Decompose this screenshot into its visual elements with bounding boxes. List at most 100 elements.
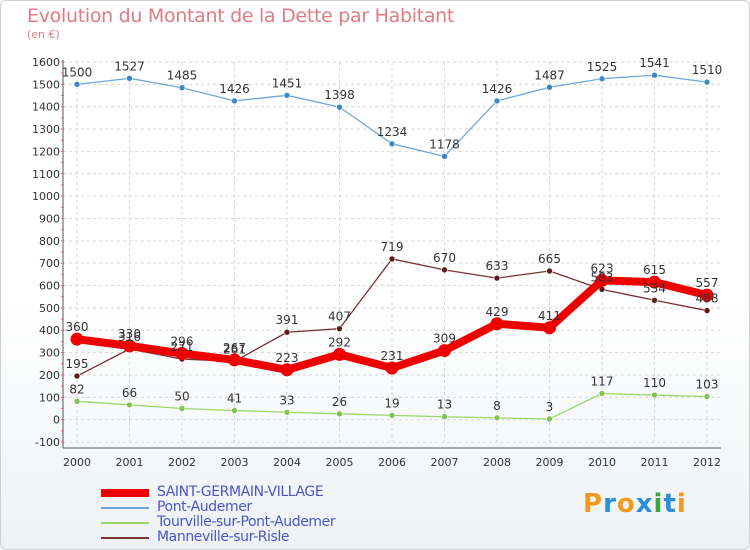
data-label: 1527 — [114, 59, 145, 73]
data-label: 103 — [696, 378, 719, 392]
data-label: 1178 — [429, 137, 460, 151]
legend-item-pont-audemer[interactable]: Pont-Audemer — [101, 499, 401, 515]
data-label: 1541 — [639, 56, 670, 70]
data-point-saint-germain-village — [228, 353, 241, 367]
data-label: 623 — [591, 261, 614, 275]
legend-label: Manneville-sur-Risle — [157, 529, 290, 545]
data-label: 391 — [276, 313, 299, 327]
data-label: 271 — [171, 340, 194, 354]
data-point-saint-germain-village — [175, 346, 189, 360]
data-point-saint-germain-village — [70, 332, 84, 346]
data-label: 1451 — [272, 76, 303, 90]
data-point-manneville-sur-risle — [546, 267, 553, 275]
legend-swatch-manneville — [101, 537, 149, 539]
data-label: 117 — [591, 374, 614, 388]
data-label: 1485 — [167, 69, 198, 83]
data-label: 615 — [643, 263, 666, 277]
data-point-tourville-sur-pont-audemer — [336, 410, 343, 418]
x-tick-label: 2010 — [588, 456, 616, 469]
y-tick-label: 700 — [39, 257, 60, 270]
y-tick-label: -100 — [35, 436, 60, 449]
data-point-pont-audemer — [178, 84, 186, 92]
data-point-saint-germain-village — [280, 363, 294, 377]
data-label: 292 — [328, 335, 351, 349]
y-tick-label: 1100 — [32, 168, 60, 181]
data-point-manneville-sur-risle — [493, 274, 501, 282]
x-tick-label: 2011 — [641, 456, 669, 469]
logo-letter: r — [603, 489, 617, 519]
data-point-pont-audemer — [231, 97, 238, 105]
data-label: 261 — [223, 342, 246, 356]
x-tick-label: 2003 — [221, 456, 249, 469]
data-point-tourville-sur-pont-audemer — [651, 391, 658, 399]
data-point-pont-audemer — [283, 92, 291, 99]
y-tick-label: 400 — [39, 324, 60, 337]
logo-letter: i — [676, 489, 687, 519]
logo-letter: o — [616, 489, 636, 519]
data-label: 488 — [696, 292, 719, 306]
data-point-manneville-sur-risle — [651, 296, 658, 304]
data-label: 407 — [328, 310, 351, 324]
data-point-saint-germain-village — [385, 361, 399, 375]
legend-label: SAINT-GERMAIN-VILLAGE — [157, 484, 324, 500]
proxiti-logo: Proxiti — [583, 489, 687, 519]
data-label: 583 — [591, 270, 614, 284]
y-tick-label: 600 — [39, 280, 60, 293]
data-point-tourville-sur-pont-audemer — [493, 414, 501, 422]
x-tick-label: 2001 — [116, 456, 144, 469]
logo-letter: t — [663, 489, 677, 519]
legend: SAINT-GERMAIN-VILLAGE Pont-Audemer Tourv… — [101, 484, 401, 545]
logo-letter: i — [653, 489, 664, 519]
logo-letter: x — [635, 489, 654, 519]
data-label: 50 — [174, 389, 189, 403]
data-label: 330 — [118, 327, 141, 341]
data-label: 1525 — [587, 60, 618, 74]
legend-item-saint-germain-village[interactable]: SAINT-GERMAIN-VILLAGE — [101, 484, 401, 500]
data-label: 110 — [643, 376, 666, 390]
y-tick-label: 300 — [39, 347, 60, 360]
data-label: 66 — [122, 386, 137, 400]
data-point-saint-germain-village — [543, 321, 556, 335]
data-label: 360 — [66, 320, 89, 334]
data-label: 231 — [381, 349, 404, 363]
data-label: 3 — [546, 400, 554, 414]
data-label: 557 — [696, 276, 719, 290]
data-label: 296 — [171, 334, 194, 348]
data-point-tourville-sur-pont-audemer — [388, 412, 396, 419]
data-point-manneville-sur-risle — [73, 372, 81, 380]
data-label: 195 — [66, 357, 89, 371]
data-point-tourville-sur-pont-audemer — [231, 407, 238, 414]
data-point-pont-audemer — [598, 75, 606, 83]
y-tick-label: 1400 — [32, 101, 60, 114]
x-tick-label: 2004 — [273, 456, 301, 469]
data-label: 719 — [381, 240, 404, 254]
data-point-saint-germain-village — [333, 347, 346, 361]
data-label: 33 — [279, 393, 294, 407]
legend-item-manneville-sur-risle[interactable]: Manneville-sur-Risle — [101, 529, 401, 545]
data-label: 223 — [276, 351, 299, 365]
legend-swatch-pont-audemer — [101, 507, 149, 509]
legend-item-tourville-sur-pont-audemer[interactable]: Tourville-sur-Pont-Audemer — [101, 514, 401, 530]
x-tick-label: 2008 — [483, 456, 511, 469]
x-tick-label: 2000 — [63, 456, 91, 469]
data-point-pont-audemer — [441, 153, 448, 160]
y-tick-label: 1000 — [32, 190, 60, 203]
logo-letter: P — [583, 489, 604, 519]
data-point-saint-germain-village — [648, 275, 661, 289]
data-label: 1234 — [377, 125, 408, 139]
y-tick-label: 100 — [39, 391, 60, 404]
data-label: 665 — [538, 252, 561, 266]
data-point-pont-audemer — [73, 81, 81, 88]
data-point-saint-germain-village — [438, 344, 451, 358]
data-point-saint-germain-village — [490, 317, 504, 331]
data-label: 267 — [223, 341, 246, 355]
data-label: 1510 — [692, 63, 723, 77]
data-point-manneville-sur-risle — [336, 325, 343, 332]
x-tick-label: 2005 — [326, 456, 354, 469]
data-label: 1426 — [219, 82, 250, 96]
chart-title: Evolution du Montant de la Dette par Hab… — [27, 5, 455, 27]
y-tick-label: 200 — [39, 369, 60, 382]
legend-label: Pont-Audemer — [157, 499, 252, 515]
